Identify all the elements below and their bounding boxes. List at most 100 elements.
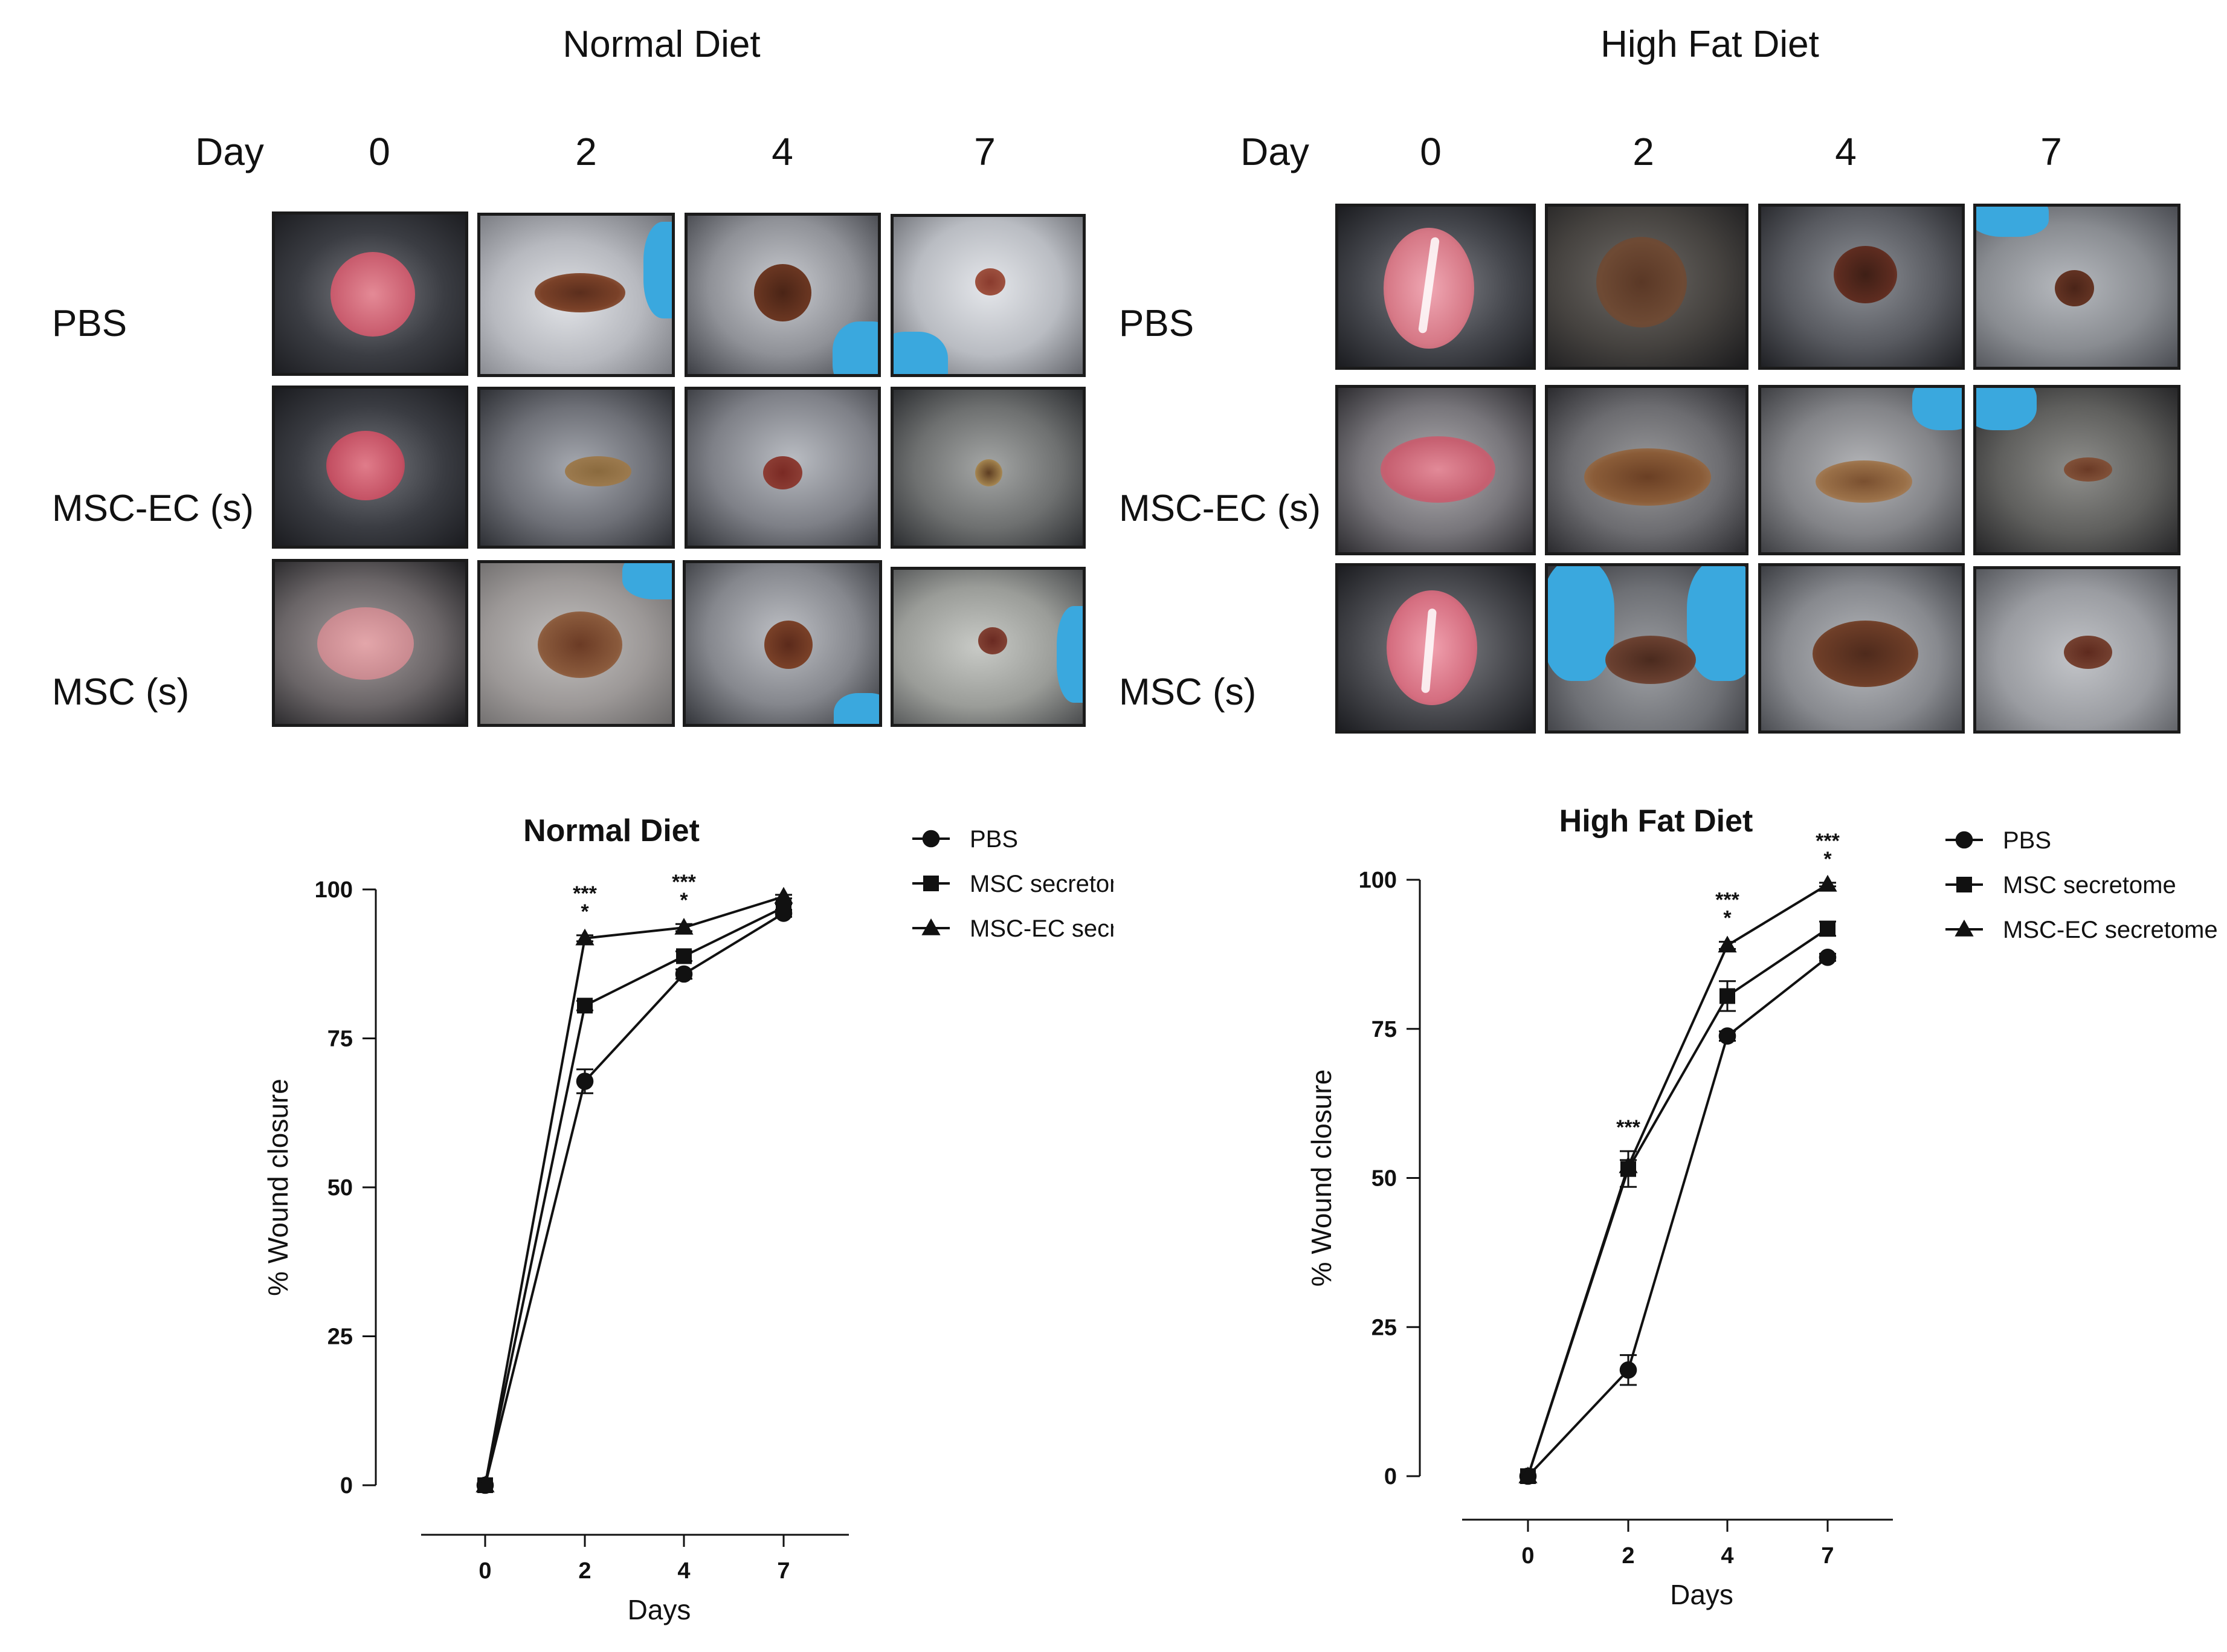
wound-photo-normal-pbs-day2: [477, 213, 675, 377]
day-label-7-highfat: 7: [2040, 130, 2062, 173]
y-tick-label-normal-4: 100: [315, 877, 353, 903]
data-point-highfat-square-3: [1820, 920, 1835, 937]
day-label-4-normal: 4: [772, 130, 793, 173]
significance-normal-1-0: ***: [672, 871, 696, 894]
y-axis-title-normal: % Wound closure: [262, 1079, 294, 1296]
legend-marker-highfat-2: [1955, 919, 1974, 937]
data-point-highfat-circle-1: [1619, 1361, 1637, 1379]
significance-normal-1-1: *: [680, 889, 688, 912]
data-point-highfat-triangle-0: [1518, 1466, 1538, 1483]
legend-label-highfat-1: MSC secretome: [2003, 872, 2176, 899]
wound-photo-normal-msc-day4: [683, 560, 882, 727]
series-line-highfat-circle: [1527, 956, 1829, 1477]
wound-photo-normal-pbs-day4: [685, 213, 881, 377]
data-point-highfat-triangle-3: [1818, 874, 1837, 892]
significance-highfat-2-0: ***: [1816, 830, 1840, 853]
day-header-normal-diet: Day: [195, 130, 264, 173]
significance-highfat-1-1: *: [1723, 907, 1732, 930]
data-point-normal-triangle-2: [674, 917, 694, 935]
data-point-normal-circle-1: [576, 1073, 594, 1090]
x-tick-label-normal-2: 4: [677, 1558, 690, 1584]
wound-photo-highfat-pbs-day0: [1335, 204, 1536, 370]
x-tick-label-normal-1: 2: [578, 1558, 591, 1584]
day-label-0-normal: 0: [369, 130, 390, 173]
wound-photo-highfat-pbs-day7: [1973, 204, 2180, 370]
wound-photo-normal-mscec-day7: [891, 387, 1086, 549]
day-label-0-highfat: 0: [1420, 130, 1442, 173]
wound-photo-normal-mscec-day2: [477, 387, 675, 549]
legend-label-highfat-2: MSC-EC secretome: [2003, 917, 2218, 943]
wound-photo-normal-pbs-day7: [891, 214, 1086, 377]
wound-photo-normal-mscec-day4: [685, 387, 881, 549]
significance-normal-0-1: *: [581, 900, 589, 923]
data-point-highfat-square-2: [1719, 988, 1735, 1004]
day-label-2-highfat: 2: [1632, 130, 1654, 173]
data-point-normal-triangle-3: [774, 886, 793, 904]
y-tick-label-highfat-4: 100: [1359, 868, 1397, 893]
x-tick-label-highfat-1: 2: [1622, 1543, 1634, 1569]
row-label-msc-ec-normal: MSC-EC (s): [52, 488, 254, 529]
legend-marker-highfat-0: [1955, 831, 1973, 849]
photo-panel-title-high-fat-diet: High Fat Diet: [1600, 24, 1819, 65]
day-label-2-normal: 2: [575, 130, 597, 173]
y-tick-label-highfat-0: 0: [1384, 1464, 1397, 1489]
series-line-normal-circle: [484, 912, 785, 1486]
legend-marker-normal-2: [921, 918, 941, 935]
photo-panel-title-normal-diet: Normal Diet: [562, 24, 761, 65]
wound-photo-normal-msc-day0: [272, 559, 468, 727]
day-header-high-fat: Day: [1240, 130, 1309, 173]
legend-marker-normal-1: [923, 876, 939, 891]
data-point-highfat-triangle-1: [1619, 1156, 1638, 1173]
wound-photo-highfat-pbs-day4: [1758, 204, 1965, 370]
series-line-highfat-triangle: [1527, 883, 1829, 1477]
wound-photo-highfat-msc-day4: [1758, 563, 1965, 734]
y-tick-label-normal-3: 75: [327, 1027, 353, 1052]
wound-photo-highfat-mscec-day2: [1545, 385, 1748, 555]
wound-photo-normal-msc-day7: [891, 567, 1086, 727]
x-axis-title-normal: Days: [628, 1594, 691, 1625]
line-chart-normal-diet: Normal Diet 0 25 50 75 100 % Wound closure 0 2 4 7…: [262, 813, 1114, 1625]
y-axis-title-highfat: % Wound closure: [1306, 1070, 1337, 1287]
y-tick-label-highfat-2: 50: [1371, 1166, 1397, 1192]
data-point-normal-square-1: [577, 998, 593, 1014]
chart-title-highfat: High Fat Diet: [1559, 804, 1753, 839]
legend-marker-normal-0: [922, 830, 940, 848]
row-label-pbs-normal: PBS: [52, 303, 127, 344]
data-point-normal-square-2: [676, 948, 692, 964]
y-tick-label-normal-1: 25: [327, 1325, 353, 1350]
y-tick-label-highfat-3: 75: [1371, 1017, 1397, 1042]
chart-title-normal: Normal Diet: [523, 813, 700, 848]
wound-photo-highfat-mscec-day4: [1758, 385, 1965, 555]
y-tick-label-normal-2: 50: [327, 1175, 353, 1201]
data-point-normal-triangle-1: [575, 928, 595, 946]
row-label-msc-normal: MSC (s): [52, 671, 190, 713]
wound-photo-highfat-msc-day0: [1335, 563, 1536, 734]
series-line-normal-triangle: [484, 895, 784, 1486]
day-label-4-highfat: 4: [1835, 130, 1857, 173]
legend-label-highfat-0: PBS: [2003, 827, 2051, 854]
data-point-normal-circle-2: [675, 965, 693, 983]
wound-photo-highfat-mscec-day0: [1335, 385, 1536, 555]
x-tick-label-normal-0: 0: [479, 1558, 491, 1584]
wound-photo-highfat-msc-day7: [1973, 566, 2180, 734]
wound-photo-normal-mscec-day0: [272, 386, 468, 549]
wound-photo-normal-msc-day2: [477, 560, 675, 727]
x-tick-label-normal-3: 7: [777, 1558, 790, 1584]
significance-highfat-0-0: ***: [1616, 1116, 1640, 1139]
significance-normal-0-0: ***: [573, 882, 597, 905]
legend-label-normal-2: MSC-EC secretome: [970, 915, 1114, 942]
row-label-msc-highfat: MSC (s): [1119, 671, 1257, 713]
x-tick-label-highfat-0: 0: [1521, 1543, 1534, 1569]
series-line-normal-square: [484, 906, 784, 1486]
significance-highfat-1-0: ***: [1715, 889, 1739, 912]
wound-photo-normal-pbs-day0: [272, 211, 468, 376]
y-tick-label-normal-0: 0: [340, 1473, 353, 1499]
legend-label-normal-1: MSC secretome: [970, 871, 1114, 897]
legend-label-normal-0: PBS: [970, 826, 1018, 853]
x-tick-label-highfat-2: 4: [1721, 1543, 1733, 1569]
x-tick-label-highfat-3: 7: [1821, 1543, 1834, 1569]
legend-marker-highfat-1: [1956, 877, 1972, 892]
day-label-7-normal: 7: [974, 130, 996, 173]
wound-photo-highfat-msc-day2: [1545, 563, 1748, 734]
row-label-msc-ec-highfat: MSC-EC (s): [1119, 488, 1321, 529]
